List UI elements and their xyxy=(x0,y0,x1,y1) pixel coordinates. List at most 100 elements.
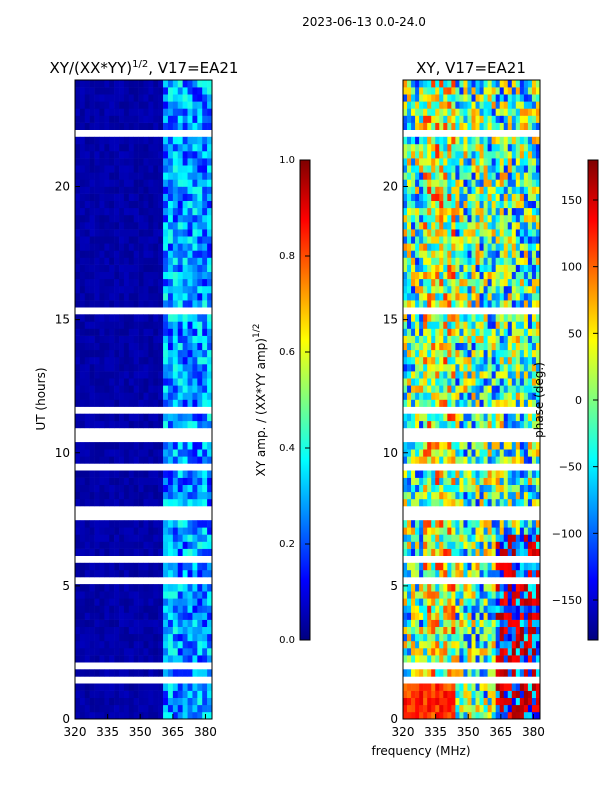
heatmap-cell xyxy=(407,236,412,244)
heatmap-cell xyxy=(167,186,174,194)
heatmap-cell xyxy=(523,612,529,620)
heatmap-cell xyxy=(133,158,139,166)
heatmap-cell xyxy=(455,612,460,620)
heatmap-cell xyxy=(427,335,432,343)
heatmap-cell xyxy=(133,335,139,343)
heatmap-cell xyxy=(163,690,169,698)
heatmap-cell xyxy=(503,633,509,642)
heatmap-cell xyxy=(172,669,179,677)
heatmap-cell xyxy=(423,200,428,209)
heatmap-cell xyxy=(463,101,468,109)
heatmap-cell xyxy=(479,697,484,706)
heatmap-cell xyxy=(123,158,130,166)
heatmap-cell xyxy=(495,158,501,166)
heatmap-cell xyxy=(109,108,115,116)
heatmap-cell xyxy=(75,704,81,713)
heatmap-cell xyxy=(515,342,521,351)
heatmap-cell xyxy=(451,690,456,698)
heatmap-cell xyxy=(487,222,492,230)
heatmap-cell xyxy=(114,605,120,613)
heatmap-cell xyxy=(172,243,179,251)
heatmap-cell xyxy=(435,207,440,216)
heatmap-cell xyxy=(163,335,169,343)
heatmap-cell xyxy=(463,80,468,88)
heatmap-cell xyxy=(128,584,135,592)
heatmap-cell xyxy=(427,136,432,145)
heatmap-cell xyxy=(415,626,420,635)
heatmap-cell xyxy=(109,704,115,713)
heatmap-cell xyxy=(415,420,420,429)
heatmap-cell xyxy=(419,80,424,88)
heatmap-cell xyxy=(84,158,90,166)
heatmap-cell xyxy=(89,207,95,216)
heatmap-cell xyxy=(447,690,452,698)
heatmap-cell xyxy=(519,477,525,485)
x-tick-label: 320 xyxy=(392,725,415,739)
heatmap-cell xyxy=(123,151,130,159)
heatmap-cell xyxy=(407,108,412,116)
heatmap-cell xyxy=(499,349,505,358)
heatmap-cell xyxy=(531,151,537,159)
heatmap-cell xyxy=(197,591,203,599)
heatmap-cell xyxy=(471,179,476,187)
heatmap-cell xyxy=(104,371,110,379)
heatmap-cell xyxy=(419,605,424,613)
right-title: XY, V17=EA21 xyxy=(416,59,526,77)
heatmap-cell xyxy=(197,314,203,322)
heatmap-cell xyxy=(207,207,213,216)
heatmap-cell xyxy=(202,364,208,372)
heatmap-cell xyxy=(491,626,496,635)
heatmap-cell xyxy=(479,356,484,365)
heatmap-cell xyxy=(503,314,509,322)
heatmap-cell xyxy=(535,619,541,627)
heatmap-cell xyxy=(99,364,105,372)
heatmap-cell xyxy=(104,470,110,478)
heatmap-cell xyxy=(527,449,533,457)
heatmap-cell xyxy=(483,619,488,627)
heatmap-cell xyxy=(463,293,468,301)
heatmap-cell xyxy=(197,122,203,130)
heatmap-cell xyxy=(495,626,501,635)
heatmap-cell xyxy=(483,207,488,216)
heatmap-cell xyxy=(143,626,149,635)
heatmap-cell xyxy=(202,648,208,656)
heatmap-cell xyxy=(163,229,169,237)
heatmap-cell xyxy=(167,229,174,237)
heatmap-cell xyxy=(197,186,203,194)
heatmap-cell xyxy=(487,640,492,649)
heatmap-cell xyxy=(467,136,472,145)
heatmap-cell xyxy=(114,690,120,698)
heatmap-cell xyxy=(523,87,529,95)
heatmap-cell xyxy=(94,371,100,379)
heatmap-cell xyxy=(153,108,159,116)
heatmap-cell xyxy=(89,158,95,166)
heatmap-cell xyxy=(519,172,525,180)
heatmap-cell xyxy=(443,470,448,478)
heatmap-cell xyxy=(519,335,525,343)
heatmap-cell xyxy=(507,420,513,429)
heatmap-cell xyxy=(197,158,203,166)
heatmap-cell xyxy=(89,243,95,251)
heatmap-cell xyxy=(475,243,480,251)
heatmap-cell xyxy=(503,143,509,152)
heatmap-cell xyxy=(411,456,416,464)
heatmap-cell xyxy=(439,314,444,322)
heatmap-cell xyxy=(192,186,198,194)
heatmap-cell xyxy=(475,420,480,429)
heatmap-cell xyxy=(511,151,517,159)
heatmap-cell xyxy=(187,640,193,649)
heatmap-cell xyxy=(503,669,509,677)
heatmap-cell xyxy=(197,697,203,706)
heatmap-cell xyxy=(79,122,86,130)
heatmap-cell xyxy=(119,598,125,606)
heatmap-cell xyxy=(167,420,174,429)
heatmap-cell xyxy=(511,314,517,322)
heatmap-cell xyxy=(499,413,505,422)
heatmap-cell xyxy=(523,498,529,507)
heatmap-cell xyxy=(455,619,460,627)
heatmap-cell xyxy=(479,300,484,308)
heatmap-cell xyxy=(491,122,496,130)
heatmap-cell xyxy=(427,300,432,308)
heatmap-cell xyxy=(511,655,517,663)
heatmap-cell xyxy=(197,385,203,393)
